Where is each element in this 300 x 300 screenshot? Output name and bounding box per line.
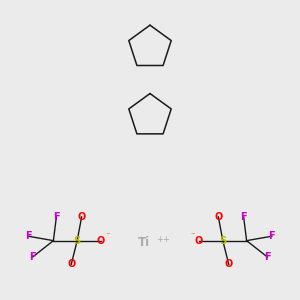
Text: Ti: Ti <box>138 236 150 249</box>
Text: O: O <box>225 260 233 269</box>
Text: O: O <box>214 212 223 222</box>
Text: O: O <box>195 236 203 246</box>
Text: F: F <box>29 252 36 262</box>
Text: ⁻: ⁻ <box>105 231 110 240</box>
Text: ⁻: ⁻ <box>190 231 195 240</box>
Text: ++: ++ <box>157 235 170 244</box>
Text: F: F <box>25 231 32 241</box>
Text: O: O <box>67 260 75 269</box>
Text: F: F <box>264 252 271 262</box>
Text: S: S <box>74 236 81 246</box>
Text: O: O <box>77 212 86 222</box>
Text: F: F <box>240 212 247 222</box>
Text: F: F <box>268 231 275 241</box>
Text: O: O <box>97 236 105 246</box>
Text: F: F <box>53 212 60 222</box>
Text: S: S <box>219 236 226 246</box>
